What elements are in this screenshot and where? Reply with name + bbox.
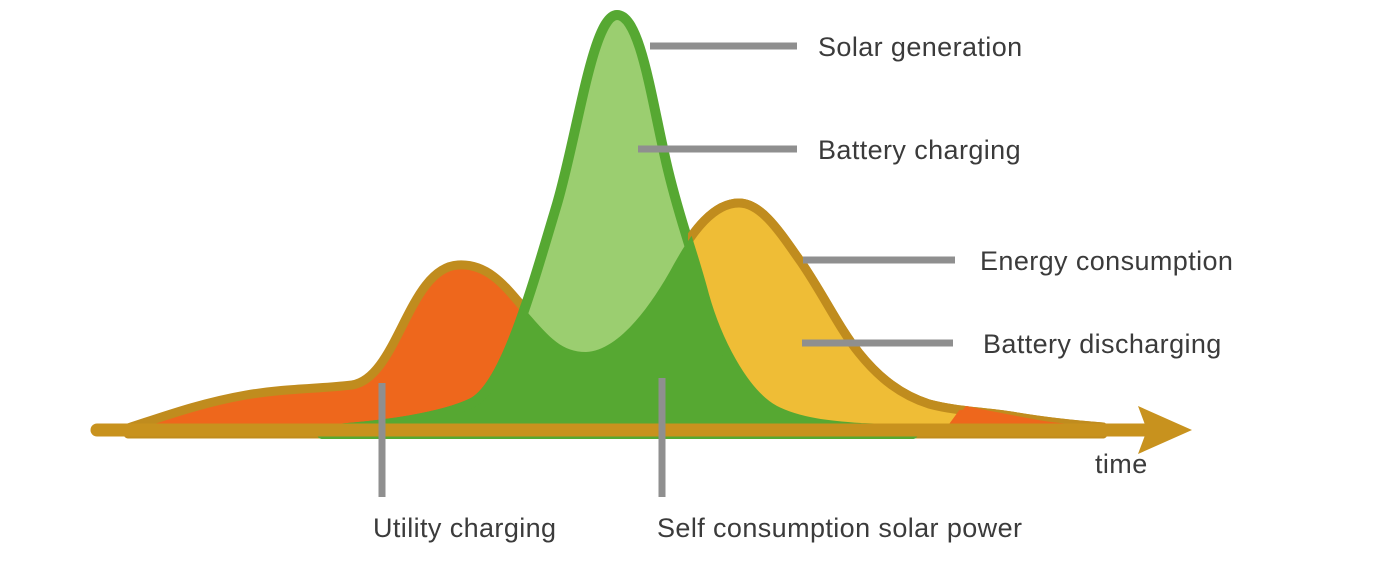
utility-charging-tail-wedge-fill: [946, 406, 1054, 429]
battery-discharging-label: Battery discharging: [983, 329, 1222, 359]
energy-consumption-label: Energy consumption: [980, 246, 1234, 276]
solar-generation-label: Solar generation: [818, 32, 1023, 62]
battery-charging-label: Battery charging: [818, 135, 1022, 165]
battery-discharging-area: [688, 198, 1108, 439]
self-consumption-label: Self consumption solar power: [657, 513, 1023, 543]
time-axis-arrowhead-icon: [1138, 406, 1192, 454]
time-axis-label: time: [1095, 449, 1148, 479]
utility-charging-label: Utility charging: [373, 513, 557, 543]
